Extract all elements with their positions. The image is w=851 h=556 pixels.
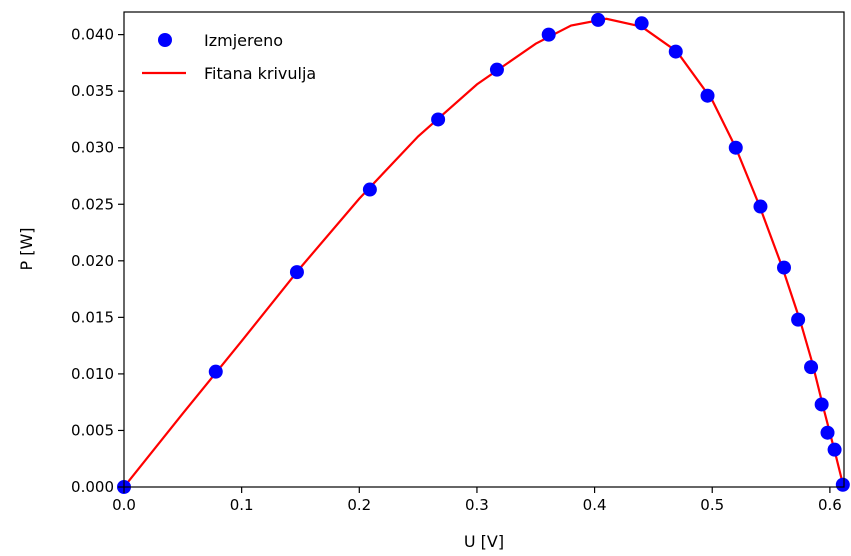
measured-point [541,27,556,42]
y-axis-label: P [W] [17,227,36,270]
measured-point [753,199,768,214]
y-tick-label: 0.005 [71,421,114,439]
y-tick-label: 0.035 [71,82,114,100]
y-tick-label: 0.040 [71,26,114,44]
y-tick-label: 0.015 [71,308,114,326]
measured-points-layer [117,12,850,494]
measured-point [431,112,446,127]
measured-point [804,360,819,375]
legend-label-measured: Izmjereno [204,31,283,50]
measured-point [835,477,850,492]
fit-curve-line [123,17,846,488]
legend: Izmjereno Fitana krivulja [142,31,316,83]
ticks: 0.0 0.1 0.2 0.3 0.4 0.5 0.6 0.000 0.005 0.010 0.01… [71,26,842,514]
measured-point [591,12,606,27]
measured-point [634,16,649,31]
measured-point [728,140,743,155]
legend-label-fit: Fitana krivulja [204,64,316,83]
measured-point [777,260,791,275]
measured-point [489,62,504,77]
x-tick-label: 0.4 [583,496,607,514]
measured-point [700,88,715,103]
x-tick-label: 0.1 [230,496,254,514]
measured-point [814,397,829,412]
x-tick-label: 0.5 [700,496,724,514]
x-tick-label: 0.3 [465,496,489,514]
y-tick-label: 0.020 [71,252,114,270]
x-tick-label: 0.6 [818,496,842,514]
measured-point [827,442,842,457]
measured-point [820,425,835,440]
x-axis-label: U [V] [464,532,504,551]
y-tick-label: 0.010 [71,365,114,383]
plot-frame [123,11,845,488]
x-tick-label: 0.2 [347,496,371,514]
measured-point [668,44,683,59]
y-tick-label: 0.025 [71,195,114,213]
measured-point [208,364,223,379]
y-tick-label: 0.030 [71,139,114,157]
measured-point [362,182,377,197]
measured-point [289,265,304,280]
fit-curve-layer [123,17,846,488]
x-tick-label: 0.0 [112,496,136,514]
axes [123,11,845,488]
measured-point [791,312,806,327]
y-tick-label: 0.000 [71,478,114,496]
legend-marker-measured [158,33,172,47]
